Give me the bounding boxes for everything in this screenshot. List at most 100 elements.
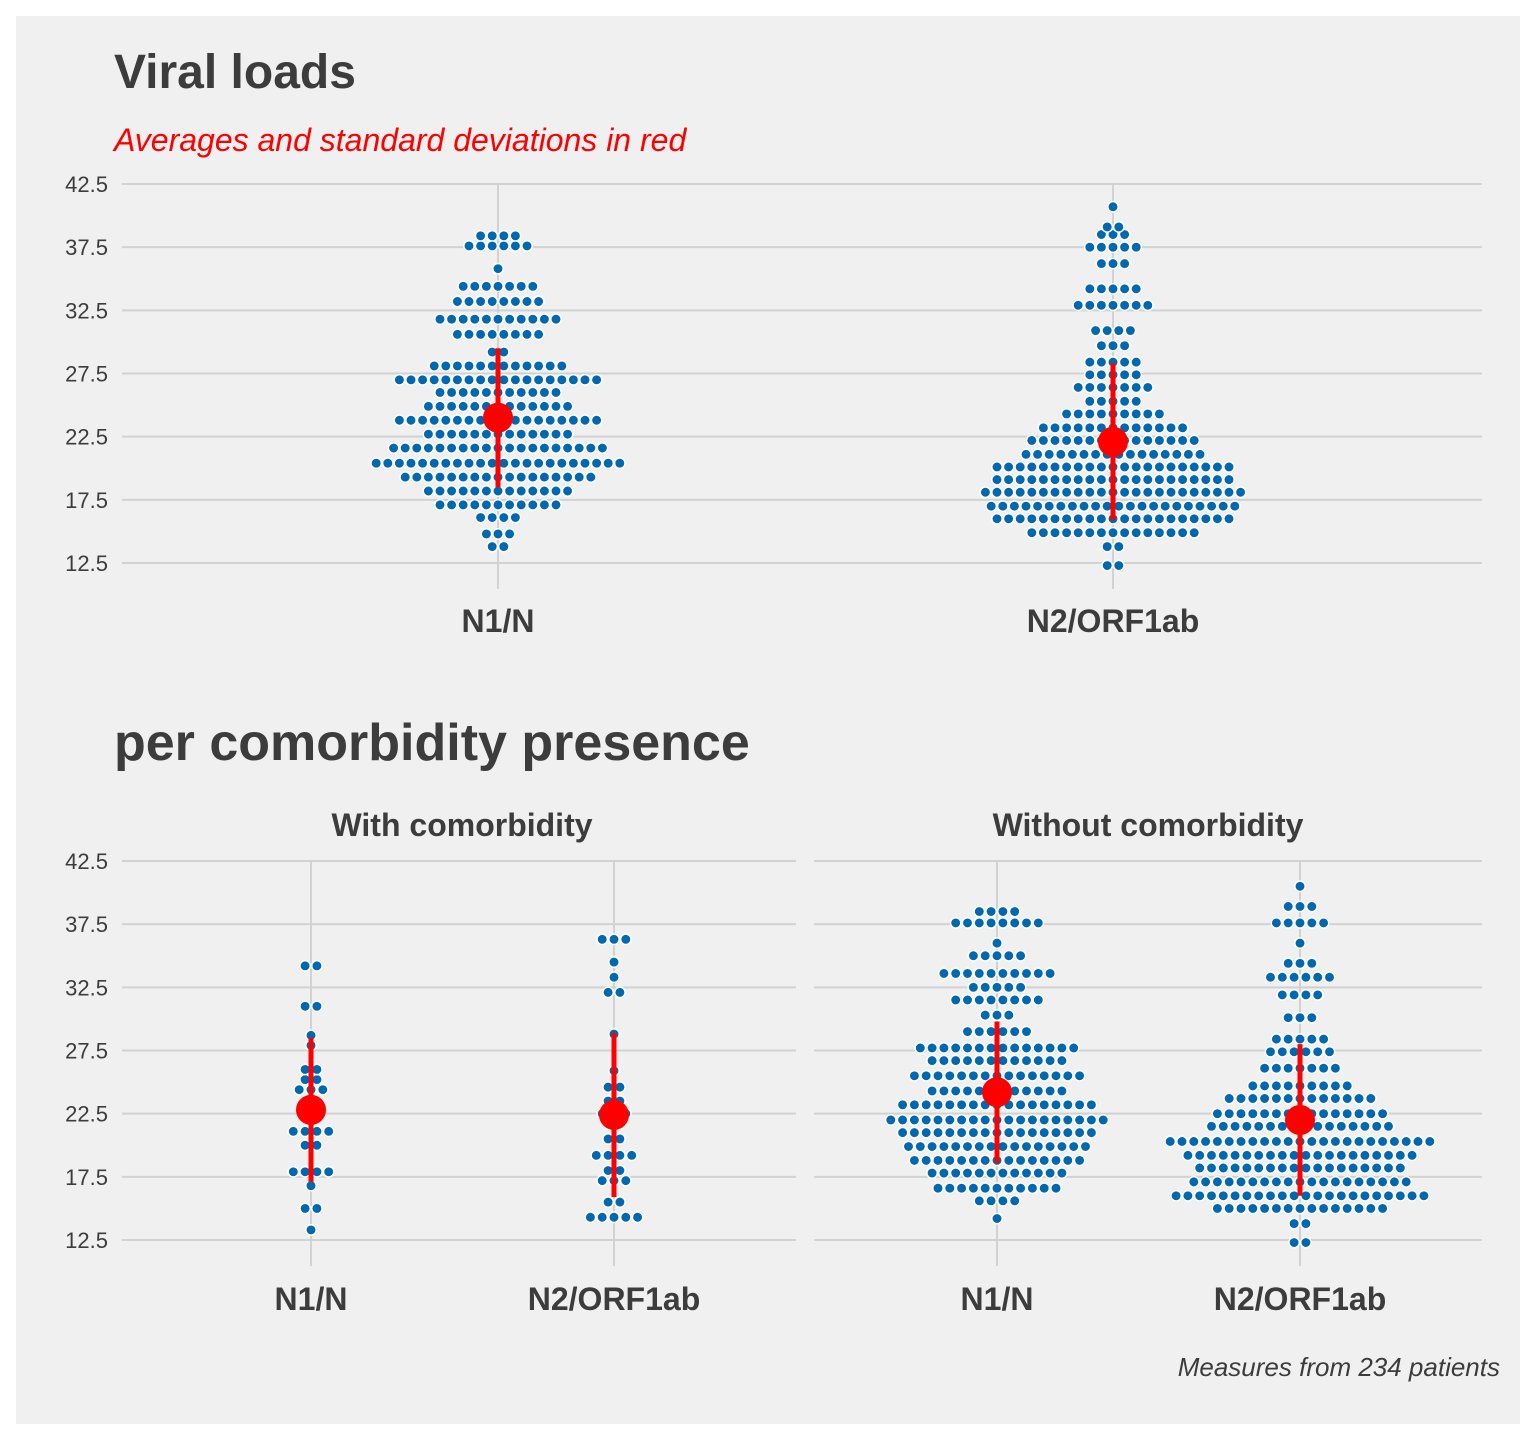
data-point [434,485,446,497]
data-point [428,373,441,386]
data-point [973,1025,986,1038]
data-point [1118,461,1131,473]
data-point [1388,1135,1401,1148]
data-point [480,527,493,540]
data-point [1240,1149,1253,1162]
data-point [1335,1189,1348,1202]
data-point [1294,1011,1306,1024]
data-point [1083,407,1096,420]
data-point [1176,461,1189,473]
data-point [1276,971,1289,984]
data-point [613,457,626,470]
data-point [1130,512,1143,525]
data-point [1107,339,1119,352]
data-point [474,457,487,470]
data-point [985,967,998,980]
data-point [1055,1042,1068,1054]
y-tick-label: 22.5 [65,1102,108,1127]
data-point [1067,1042,1080,1054]
data-point [1014,473,1027,486]
data-point [410,442,423,454]
data-point [486,328,499,341]
data-point [550,471,562,484]
data-point [457,485,470,497]
data-point [943,1126,956,1139]
data-point [468,386,481,399]
data-point [608,933,620,946]
data-point [1072,434,1085,447]
data-point [1305,1202,1318,1215]
data-point [428,457,441,470]
y-tick-label: 32.5 [65,975,108,1000]
data-point [503,471,516,484]
data-point [1376,1135,1389,1148]
data-point [1101,559,1114,572]
data-point [579,414,591,427]
data-point [937,967,950,980]
mean-point [483,402,513,433]
data-point [567,373,580,386]
data-point [1165,421,1177,434]
data-point [1317,1202,1330,1215]
data-point [1252,1162,1265,1174]
data-point [526,313,539,326]
data-point [1008,994,1021,1006]
data-point [1020,994,1033,1006]
data-point [1153,434,1166,447]
data-point [480,471,493,484]
data-point [468,313,481,326]
data-point [1083,282,1096,295]
data-point [526,386,539,399]
data-point [1341,1079,1354,1092]
data-point [538,498,551,511]
data-point [1412,1135,1424,1148]
data-point [515,471,528,484]
data-point [1118,299,1131,312]
data-point [1376,1202,1389,1215]
data-point [1170,500,1183,513]
data-point [1037,461,1050,473]
data-point [1264,1045,1277,1058]
data-point [1061,1098,1074,1111]
data-point [445,485,458,497]
data-point [393,414,406,427]
data-point [1141,461,1154,473]
data-point [1020,1042,1033,1054]
data-point [1072,473,1085,486]
data-point [1199,486,1212,499]
data-point [463,414,475,427]
data-point [1025,461,1038,473]
data-point [405,373,417,386]
data-point [1008,1025,1021,1038]
data-point [932,1114,944,1126]
data-point [961,1167,974,1179]
data-point [468,428,481,441]
data-point [480,498,493,511]
data-point [439,373,452,386]
data-point [1376,1107,1389,1120]
data-point [1193,1162,1206,1174]
data-point [1353,1135,1365,1148]
data-point [1282,957,1295,970]
data-point [1141,381,1154,394]
data-point [434,442,446,454]
data-point [985,1167,998,1179]
data-point [1400,1175,1413,1188]
chart-panel-2: 12.5 17.5 22.5 27.5 32.5 37.5 42.5 With comorbi… [65,807,796,1317]
data-point [550,428,562,441]
data-point [1317,916,1330,929]
data-point [991,512,1003,525]
data-point [1176,473,1189,486]
data-point [1182,500,1195,513]
data-point [1078,500,1090,513]
data-point [967,1069,980,1082]
data-point [937,1084,950,1097]
data-point [1181,1189,1194,1202]
data-point [1118,526,1131,539]
data-point [1101,221,1114,233]
x-tick-label: N2/ORF1ab [528,1281,700,1317]
data-point [1044,1084,1057,1097]
data-point [445,471,458,484]
data-point [1037,473,1050,486]
data-point [1229,1189,1242,1202]
